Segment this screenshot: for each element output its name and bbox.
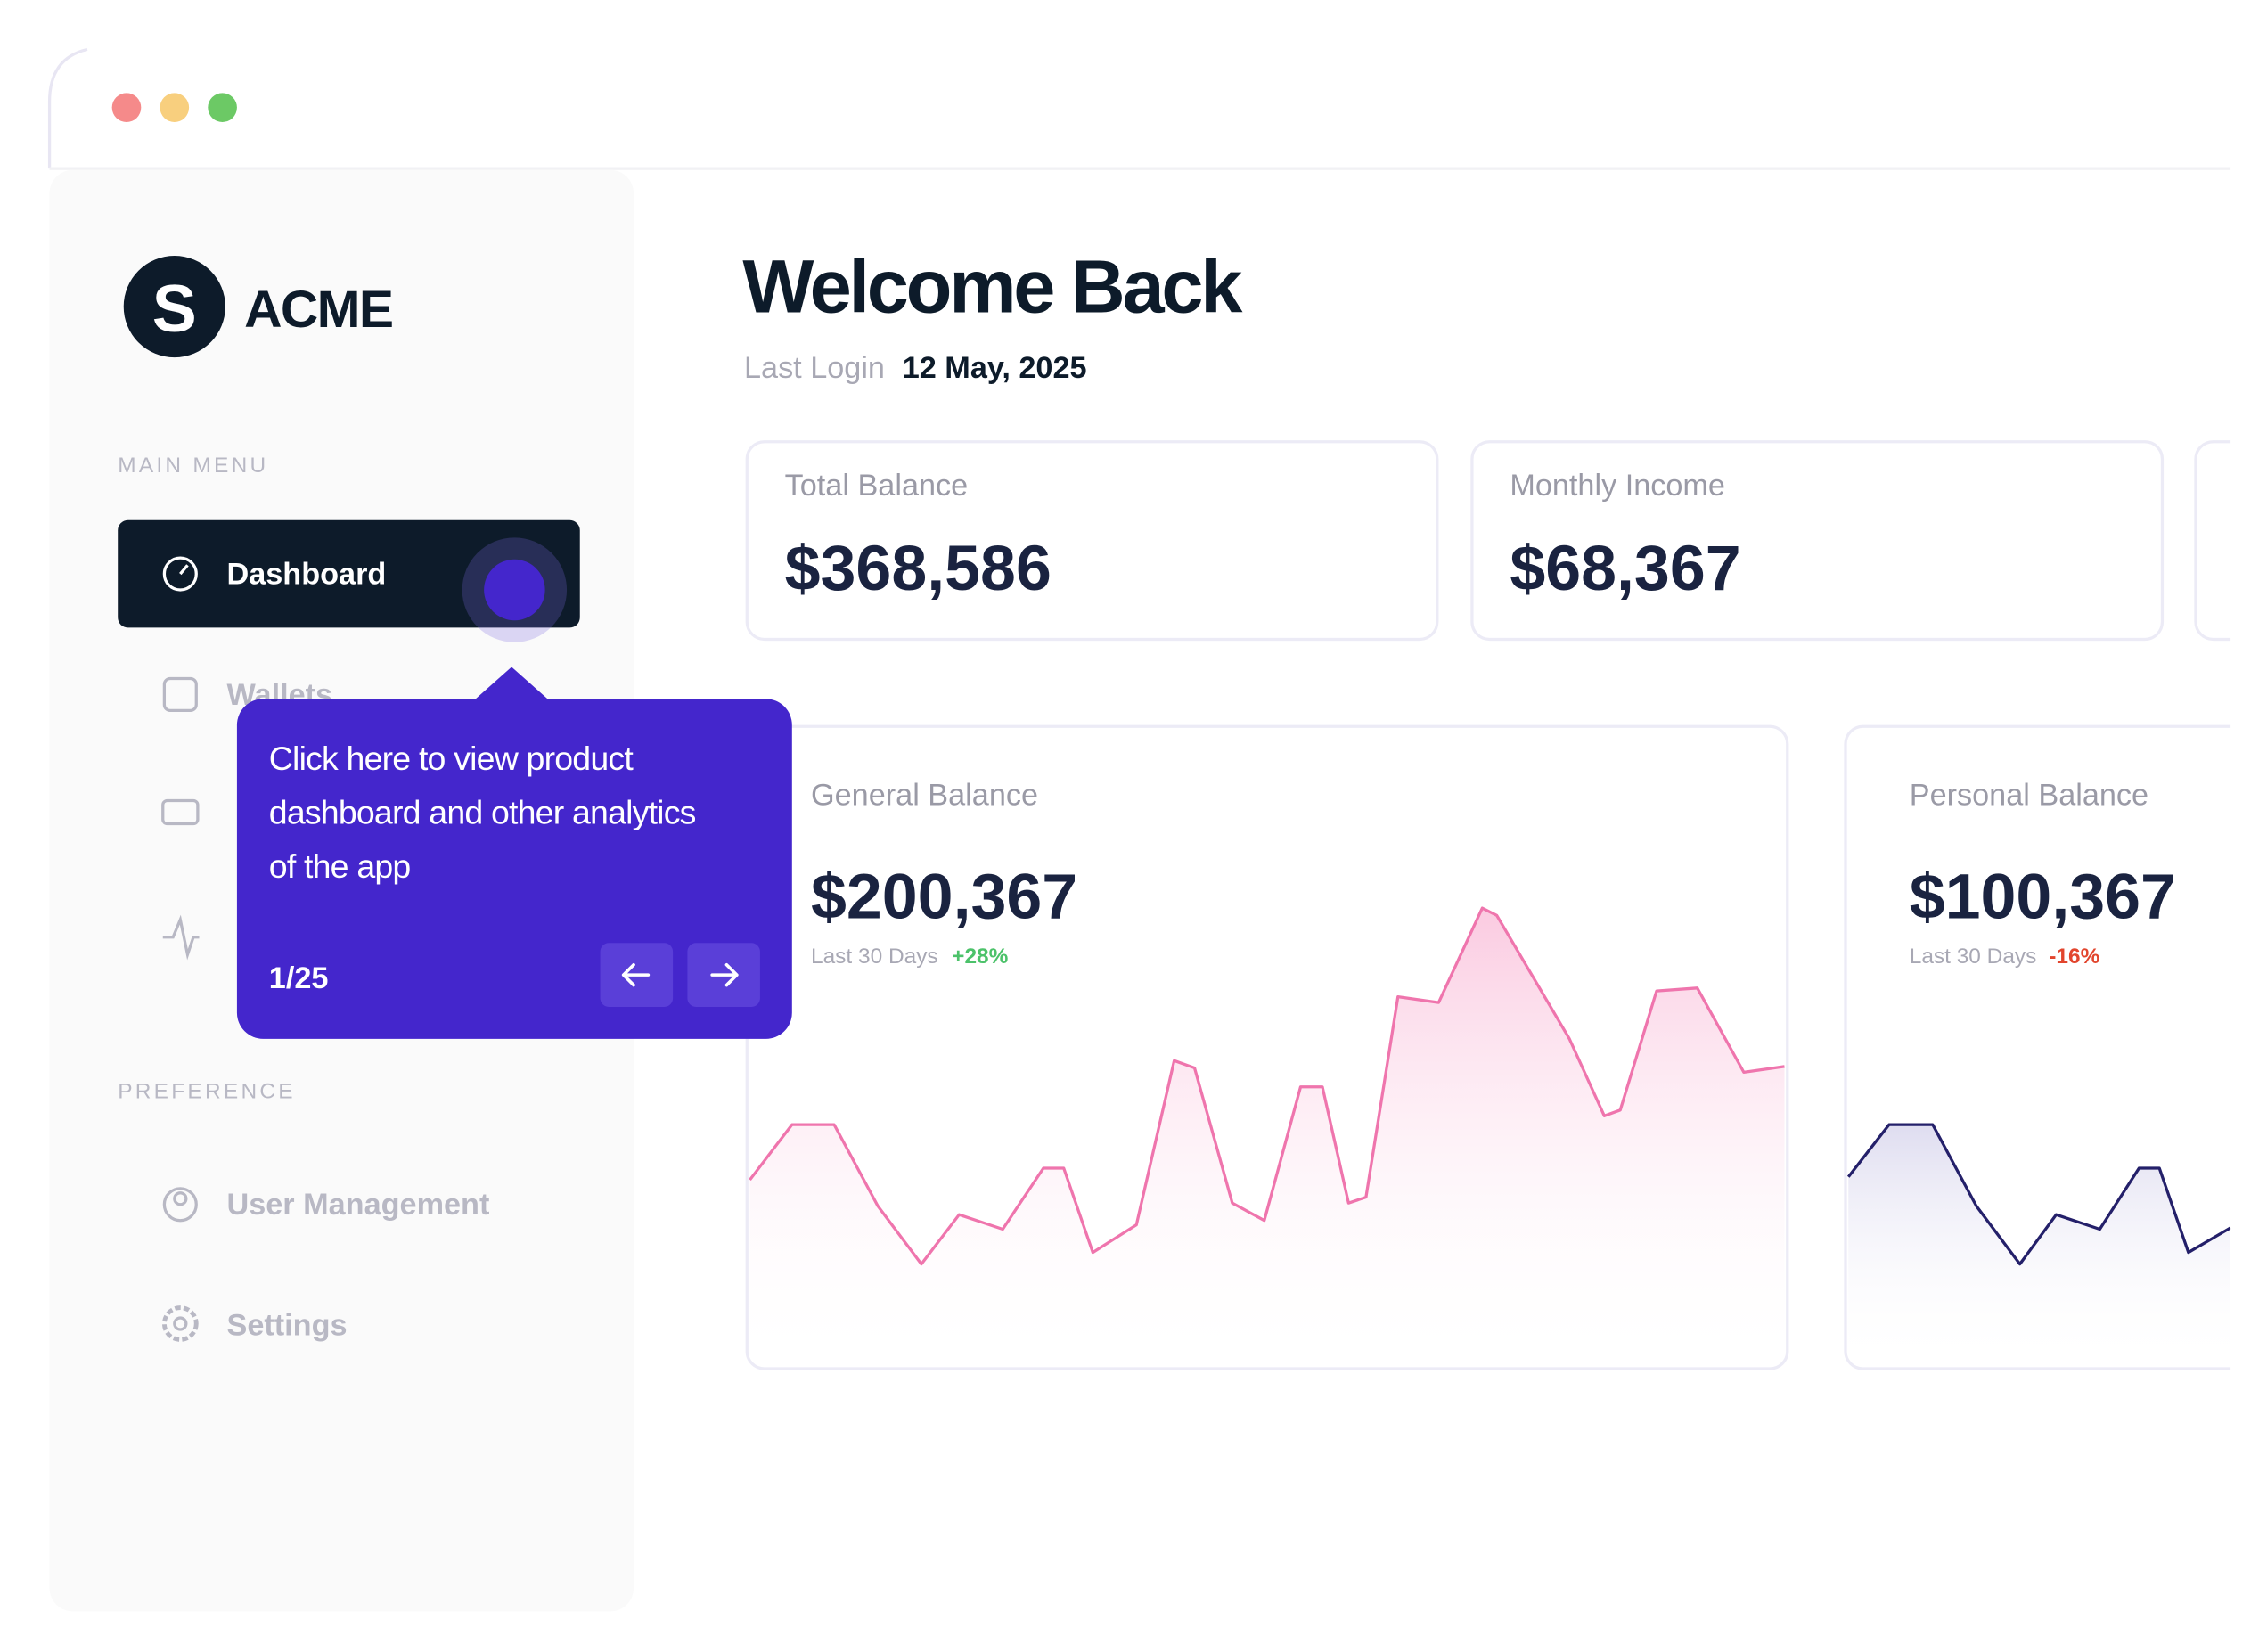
- prev-icon: [621, 962, 651, 987]
- wallet-icon: [162, 676, 198, 712]
- tooltip-text: dashboard and other analytics: [269, 794, 696, 831]
- stat-card: [1470, 440, 2165, 642]
- balance-value: $200,367: [811, 862, 1077, 933]
- balance-period: Last 30 Days: [811, 945, 938, 969]
- sparkline-area: [1848, 1125, 2231, 1366]
- balance-period: Last 30 Days: [1910, 945, 2037, 969]
- window-corner: [47, 47, 88, 169]
- window-maximize[interactable]: [208, 93, 237, 122]
- menu-item-label[interactable]: Dashboard: [227, 558, 387, 592]
- main: Welcome Back Last Login 12 May, 2025 Tot…: [742, 244, 2231, 1370]
- dashboard-icon: [162, 556, 198, 592]
- sparkline: [749, 906, 1785, 1266]
- stat-value: $368,586: [785, 533, 1052, 604]
- menu-item-active[interactable]: [118, 519, 580, 628]
- user-icon: [162, 1187, 198, 1223]
- balance-change: +28%: [952, 945, 1008, 969]
- hotspot[interactable]: [484, 559, 545, 621]
- user-icon-head: [173, 1191, 188, 1206]
- stat-label: Monthly Income: [1510, 469, 1725, 503]
- settings-icon: [161, 1305, 199, 1342]
- dashboard-icon-needle: [179, 564, 189, 576]
- tooltip-text: Click here to view product: [269, 740, 634, 777]
- activity-icon: [162, 914, 200, 961]
- stat-value: $68,367: [1510, 533, 1740, 604]
- balance-label: General Balance: [811, 778, 1038, 812]
- tooltip-step: 1/25: [269, 961, 329, 995]
- logo-letter: S: [152, 271, 197, 346]
- last-login-label: Last Login: [744, 351, 885, 385]
- brand: ACME: [244, 281, 392, 339]
- balance-value: $100,367: [1910, 862, 2176, 933]
- page-title: Welcome Back: [742, 244, 1243, 329]
- settings-icon-core: [173, 1316, 188, 1331]
- stat-card: [745, 440, 1439, 642]
- tooltip-arrow: [472, 667, 552, 702]
- balance-change: -16%: [2049, 945, 2099, 969]
- logo: [123, 255, 225, 358]
- window-minimize[interactable]: [160, 93, 190, 122]
- balance-label: Personal Balance: [1910, 778, 2148, 812]
- menu-item-label[interactable]: Settings: [227, 1309, 348, 1343]
- transfer-icon: [161, 798, 200, 826]
- stat-card: [2194, 440, 2231, 642]
- tooltip-text: of the app: [269, 847, 411, 885]
- section-label: MAIN MENU: [118, 454, 268, 478]
- stat-label: Total Balance: [785, 469, 969, 503]
- menu-item-label[interactable]: User Management: [227, 1188, 490, 1222]
- last-login-date: 12 May, 2025: [903, 351, 1087, 385]
- next-icon: [710, 962, 739, 987]
- window-close[interactable]: [111, 93, 142, 122]
- section-label: PREFERENCE: [118, 1080, 296, 1104]
- sparkline-area: [749, 908, 1785, 1370]
- tooltip: Click here to view product dashboard and…: [236, 667, 792, 1039]
- sparkline: [1846, 1123, 2231, 1266]
